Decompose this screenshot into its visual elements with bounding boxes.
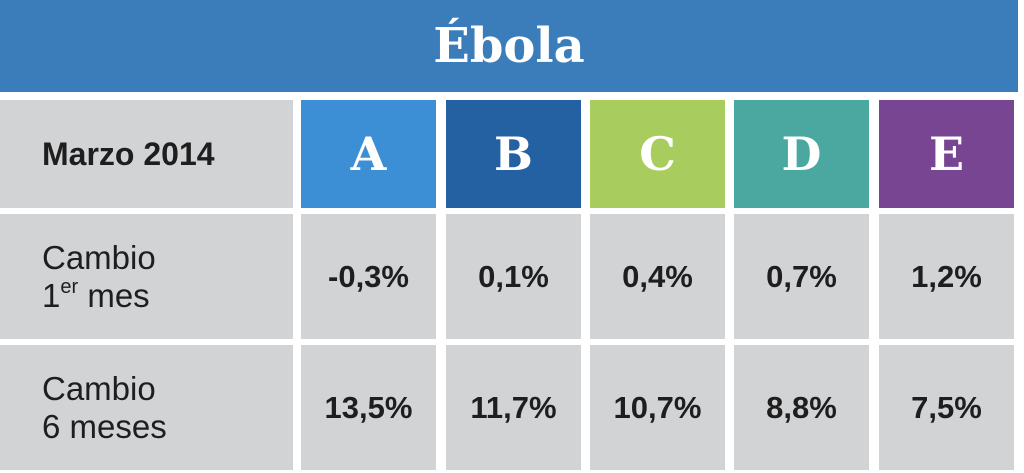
column-header-a: A: [301, 100, 436, 208]
row-label-cell-1: Cambio 1er mes: [0, 214, 293, 339]
value-cell-r2-e: 7,5%: [879, 345, 1014, 470]
value-cell-r2-d: 8,8%: [734, 345, 869, 470]
value-cell-r1-c: 0,4%: [590, 214, 725, 339]
value-cell-r1-a: -0,3%: [301, 214, 436, 339]
value-cell-r2-b: 11,7%: [446, 345, 581, 470]
column-header-d: D: [734, 100, 869, 208]
row-label-1: Cambio 1er mes: [42, 238, 156, 314]
row-label-2: Cambio 6 meses: [42, 369, 167, 445]
value-cell-r1-b: 0,1%: [446, 214, 581, 339]
value-cell-r2-c: 10,7%: [590, 345, 725, 470]
column-header-c: C: [590, 100, 725, 208]
header-corner-cell: Marzo 2014: [0, 100, 293, 208]
table-title: Ébola: [0, 0, 1018, 92]
value-cell-r2-a: 13,5%: [301, 345, 436, 470]
row-label-cell-2: Cambio 6 meses: [0, 345, 293, 470]
column-header-b: B: [446, 100, 581, 208]
value-cell-r1-e: 1,2%: [879, 214, 1014, 339]
value-cell-r1-d: 0,7%: [734, 214, 869, 339]
column-header-e: E: [879, 100, 1014, 208]
date-label: Marzo 2014: [42, 135, 215, 172]
